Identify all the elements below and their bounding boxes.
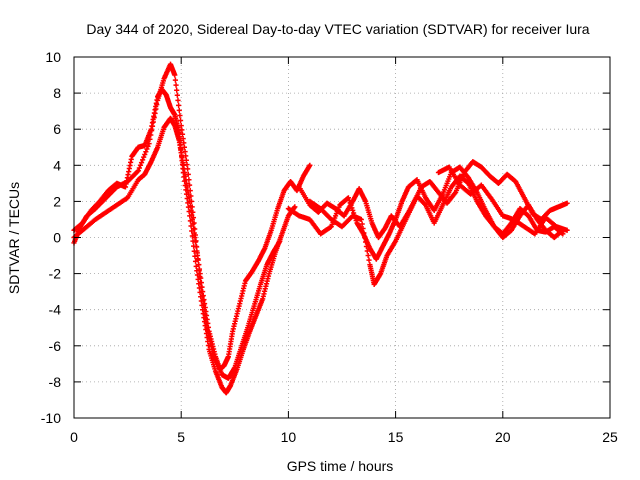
axis-ticks: 0 5 10 15 20 25 -10 -8 -6 -4 -2 0 2 4 6 8 10 <box>41 49 618 445</box>
data-point <box>188 207 194 214</box>
data-point <box>177 112 183 119</box>
x-tick-label: 25 <box>602 429 618 445</box>
data-point <box>196 261 202 268</box>
chart-title: Day 344 of 2020, Sidereal Day-to-day VTE… <box>86 21 589 37</box>
data-point <box>198 275 204 281</box>
data-point <box>174 92 180 98</box>
data-point <box>362 234 368 241</box>
data-point <box>363 243 370 250</box>
data-point <box>307 162 313 168</box>
data-point <box>192 239 199 245</box>
data-point <box>136 165 142 171</box>
y-tick-label: -6 <box>49 338 62 354</box>
data-point <box>365 252 371 259</box>
data-point <box>172 72 178 78</box>
x-tick-label: 15 <box>388 429 404 445</box>
data-point <box>138 159 145 166</box>
data-point <box>358 216 364 223</box>
y-tick-label: 0 <box>53 230 61 246</box>
data-point <box>141 154 147 160</box>
data-point <box>140 157 146 163</box>
y-axis-title: SDTVAR / TECUs <box>6 182 22 294</box>
data-point <box>198 280 204 286</box>
data-point <box>360 225 366 232</box>
y-tick-label: -10 <box>41 410 61 426</box>
data-point <box>196 266 203 272</box>
y-tick-label: 10 <box>45 49 61 65</box>
data-point <box>144 146 150 152</box>
x-tick-label: 5 <box>177 429 185 445</box>
data-point <box>194 248 200 254</box>
data-point <box>191 225 197 232</box>
data-point <box>362 239 369 245</box>
data-point <box>137 162 144 168</box>
data-point <box>189 216 195 223</box>
y-tick-label: 2 <box>53 193 61 209</box>
data-point <box>197 271 203 277</box>
data-point <box>361 230 367 236</box>
data-point <box>189 212 195 218</box>
data-point <box>176 102 182 108</box>
data-point <box>345 195 352 201</box>
data-point <box>422 201 428 207</box>
x-tick-label: 10 <box>281 429 297 445</box>
data-point <box>194 252 201 259</box>
data-point <box>172 77 179 83</box>
data-point <box>187 198 193 204</box>
series-trace-2 <box>71 86 298 396</box>
data-point <box>364 248 370 254</box>
series-trace-3 <box>71 115 283 381</box>
y-tick-label: -2 <box>49 266 62 282</box>
data-point <box>143 149 149 155</box>
series-trace-6 <box>307 159 570 288</box>
data-point <box>350 207 356 214</box>
data-point <box>190 238 196 244</box>
data-point <box>175 97 181 103</box>
x-tick-label: 0 <box>70 429 78 445</box>
data-point <box>277 238 283 244</box>
data-point <box>193 243 199 250</box>
data-point <box>192 234 198 241</box>
data-point <box>564 227 570 233</box>
data-point <box>176 107 182 114</box>
data-point <box>187 203 194 209</box>
data-point <box>195 257 201 263</box>
data-point <box>142 151 148 158</box>
data-point <box>564 200 570 206</box>
x-axis-title: GPS time / hours <box>287 458 394 474</box>
data-point <box>173 82 179 88</box>
data-points <box>71 61 570 396</box>
data-point <box>135 168 141 174</box>
data-point <box>185 171 191 177</box>
data-point <box>174 87 180 93</box>
data-point <box>292 204 298 210</box>
data-point <box>177 117 184 124</box>
data-point <box>199 284 205 290</box>
data-point <box>191 230 197 236</box>
series-trace-7 <box>435 164 570 237</box>
y-tick-label: -8 <box>49 374 62 390</box>
y-tick-label: 6 <box>53 121 61 137</box>
data-point <box>190 221 196 227</box>
y-tick-label: -4 <box>49 302 62 318</box>
y-tick-label: 8 <box>53 85 61 101</box>
x-tick-label: 20 <box>495 429 511 445</box>
data-point <box>359 221 365 227</box>
data-point <box>366 257 372 263</box>
y-tick-label: 4 <box>53 157 61 173</box>
